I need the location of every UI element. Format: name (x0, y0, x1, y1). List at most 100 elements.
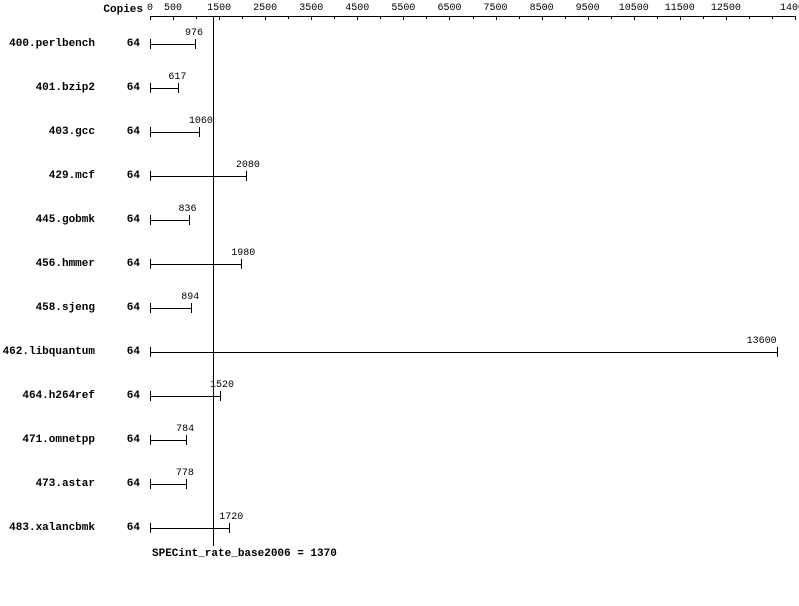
end-cap (229, 523, 230, 533)
x-tick-minor (334, 16, 335, 19)
x-tick (311, 16, 312, 20)
x-tick-label: 12500 (711, 3, 741, 14)
copies-header: Copies (103, 4, 143, 16)
x-tick-label: 3500 (299, 3, 323, 14)
x-tick (357, 16, 358, 20)
x-tick-minor (473, 16, 474, 19)
x-tick-label: 2500 (253, 3, 277, 14)
copies-value: 64 (127, 346, 140, 358)
start-cap (150, 479, 151, 489)
start-cap (150, 127, 151, 137)
value-label: 894 (181, 292, 199, 303)
spec-benchmark-chart: Copies0500150025003500450055006500750085… (0, 0, 799, 606)
x-tick-minor (288, 16, 289, 19)
x-tick (265, 16, 266, 20)
end-cap (178, 83, 179, 93)
x-tick (680, 16, 681, 20)
start-cap (150, 215, 151, 225)
benchmark-name: 401.bzip2 (36, 82, 95, 94)
benchmark-name: 456.hmmer (36, 258, 95, 270)
start-cap (150, 435, 151, 445)
benchmark-name: 483.xalancbmk (9, 522, 95, 534)
value-label: 836 (179, 204, 197, 215)
x-tick-minor (772, 16, 773, 19)
x-tick-minor (380, 16, 381, 19)
start-cap (150, 523, 151, 533)
x-tick-label: 1500 (207, 3, 231, 14)
copies-value: 64 (127, 214, 140, 226)
value-label: 1060 (189, 116, 213, 127)
x-tick (219, 16, 220, 20)
x-tick (634, 16, 635, 20)
x-tick-minor (519, 16, 520, 19)
benchmark-name: 462.libquantum (3, 346, 95, 358)
value-line (150, 396, 220, 397)
copies-value: 64 (127, 38, 140, 50)
x-tick-label: 5500 (391, 3, 415, 14)
x-tick-label: 8500 (530, 3, 554, 14)
baseline-label: SPECint_rate_base2006 = 1370 (152, 548, 337, 560)
end-cap (186, 435, 187, 445)
start-cap (150, 39, 151, 49)
x-tick-label: 10500 (619, 3, 649, 14)
benchmark-name: 400.perlbench (9, 38, 95, 50)
x-tick-label: 6500 (437, 3, 461, 14)
x-tick-label: 14000 (780, 3, 799, 14)
benchmark-name: 464.h264ref (22, 390, 95, 402)
value-label: 13600 (747, 336, 777, 347)
x-tick-label: 0 (147, 3, 153, 14)
value-line (150, 88, 178, 89)
copies-value: 64 (127, 390, 140, 402)
x-tick-minor (749, 16, 750, 19)
x-tick-minor (611, 16, 612, 19)
baseline-marker (213, 16, 214, 546)
value-label: 1720 (219, 512, 243, 523)
copies-value: 64 (127, 522, 140, 534)
x-tick (588, 16, 589, 20)
value-line (150, 132, 199, 133)
end-cap (199, 127, 200, 137)
copies-value: 64 (127, 126, 140, 138)
x-tick-minor (657, 16, 658, 19)
end-cap (241, 259, 242, 269)
copies-value: 64 (127, 170, 140, 182)
value-line (150, 440, 186, 441)
x-tick-minor (242, 16, 243, 19)
x-tick-label: 4500 (345, 3, 369, 14)
end-cap (220, 391, 221, 401)
benchmark-name: 458.sjeng (36, 302, 95, 314)
benchmark-name: 471.omnetpp (22, 434, 95, 446)
x-tick (795, 16, 796, 20)
x-tick-minor (565, 16, 566, 19)
x-tick (173, 16, 174, 20)
end-cap (191, 303, 192, 313)
copies-value: 64 (127, 82, 140, 94)
value-line (150, 308, 191, 309)
benchmark-name: 445.gobmk (36, 214, 95, 226)
x-tick-label: 500 (164, 3, 182, 14)
value-line (150, 528, 229, 529)
x-tick-minor (426, 16, 427, 19)
start-cap (150, 171, 151, 181)
x-tick (726, 16, 727, 20)
start-cap (150, 347, 151, 357)
value-label: 784 (176, 424, 194, 435)
x-tick (150, 16, 151, 20)
benchmark-name: 473.astar (36, 478, 95, 490)
x-tick (542, 16, 543, 20)
copies-value: 64 (127, 258, 140, 270)
x-tick-minor (196, 16, 197, 19)
start-cap (150, 391, 151, 401)
value-label: 778 (176, 468, 194, 479)
value-label: 976 (185, 28, 203, 39)
end-cap (777, 347, 778, 357)
x-tick (403, 16, 404, 20)
value-line (150, 176, 246, 177)
benchmark-name: 429.mcf (49, 170, 95, 182)
x-tick (449, 16, 450, 20)
end-cap (186, 479, 187, 489)
start-cap (150, 303, 151, 313)
end-cap (189, 215, 190, 225)
value-line (150, 44, 195, 45)
x-tick-minor (703, 16, 704, 19)
